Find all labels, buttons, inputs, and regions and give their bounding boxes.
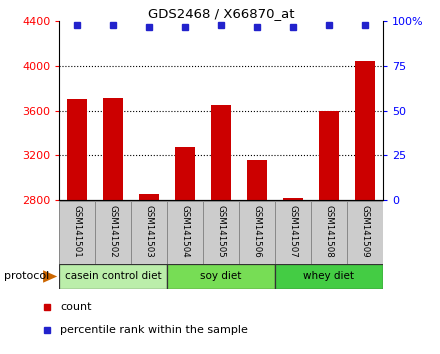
Text: GSM141503: GSM141503: [145, 205, 154, 257]
Bar: [67, 99, 87, 200]
Bar: [247, 160, 267, 200]
Text: whey diet: whey diet: [304, 272, 354, 281]
Bar: [319, 110, 339, 200]
Bar: [275, 201, 311, 264]
Bar: [95, 201, 131, 264]
Text: soy diet: soy diet: [200, 272, 242, 281]
Text: casein control diet: casein control diet: [65, 272, 161, 281]
Text: GSM141509: GSM141509: [360, 205, 369, 257]
Text: count: count: [60, 302, 92, 312]
Text: protocol: protocol: [4, 272, 50, 281]
Bar: [347, 201, 383, 264]
Text: GSM141505: GSM141505: [216, 205, 226, 257]
Bar: [203, 201, 239, 264]
Title: GDS2468 / X66870_at: GDS2468 / X66870_at: [148, 7, 294, 20]
Polygon shape: [43, 270, 57, 283]
Bar: [103, 98, 123, 200]
Text: GSM141508: GSM141508: [324, 205, 334, 257]
Bar: [211, 105, 231, 200]
Bar: [167, 201, 203, 264]
Bar: [283, 198, 303, 200]
Text: GSM141506: GSM141506: [253, 205, 261, 257]
Bar: [167, 264, 275, 289]
Bar: [59, 264, 167, 289]
Text: GSM141504: GSM141504: [181, 205, 190, 257]
Bar: [275, 264, 383, 289]
Text: percentile rank within the sample: percentile rank within the sample: [60, 325, 248, 335]
Bar: [355, 62, 375, 200]
Bar: [139, 194, 159, 200]
Text: GSM141502: GSM141502: [109, 205, 118, 257]
Bar: [311, 201, 347, 264]
Bar: [131, 201, 167, 264]
Bar: [59, 201, 95, 264]
Text: GSM141507: GSM141507: [289, 205, 297, 257]
Bar: [239, 201, 275, 264]
Text: GSM141501: GSM141501: [73, 205, 82, 257]
Bar: [175, 148, 195, 200]
